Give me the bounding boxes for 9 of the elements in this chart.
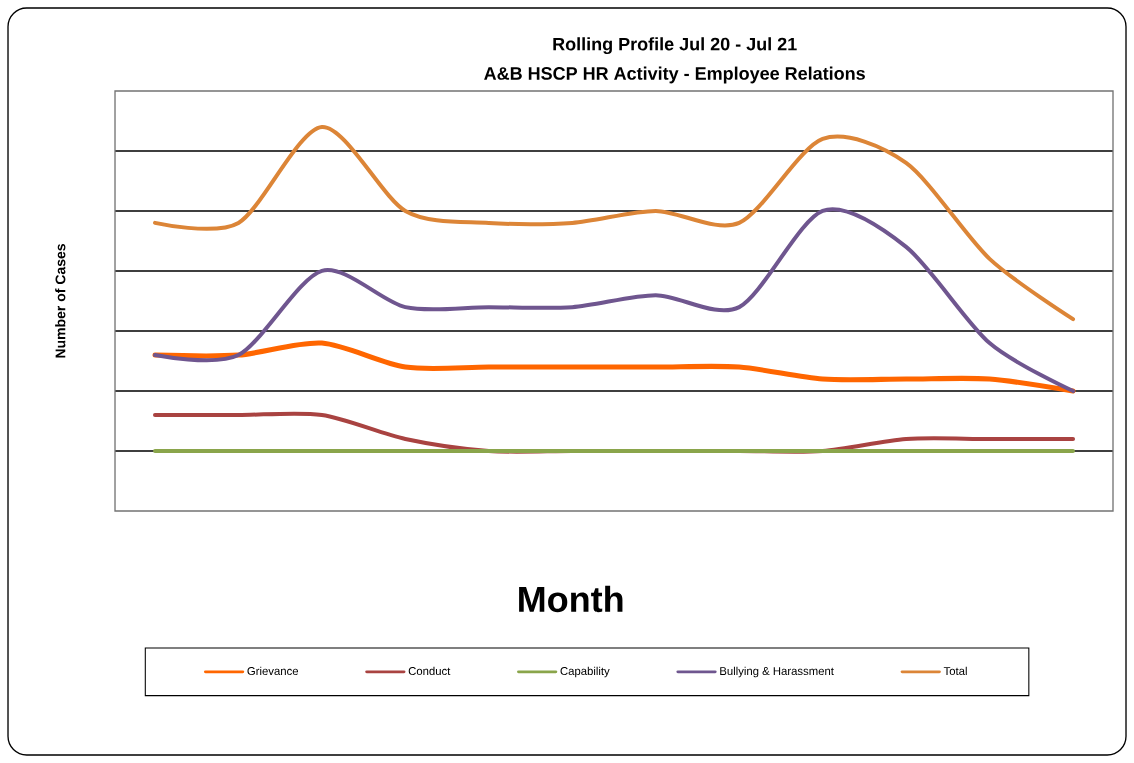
legend-label: Capability [560, 666, 610, 678]
legend-label: Total [943, 666, 967, 676]
x-axis-title: Month [519, 585, 623, 613]
legend-label: Grievance [247, 666, 299, 676]
chart-title: Rolling Profile Jul 20 - Jul 21 [553, 37, 797, 55]
chart-subtitle: A&B HSCP HR Activity - Employee Relations [484, 66, 865, 84]
legend-label: Conduct [408, 666, 451, 676]
legend-label: Bullying & Harassment [720, 666, 834, 678]
y-axis-title: Number of Cases [55, 244, 66, 358]
